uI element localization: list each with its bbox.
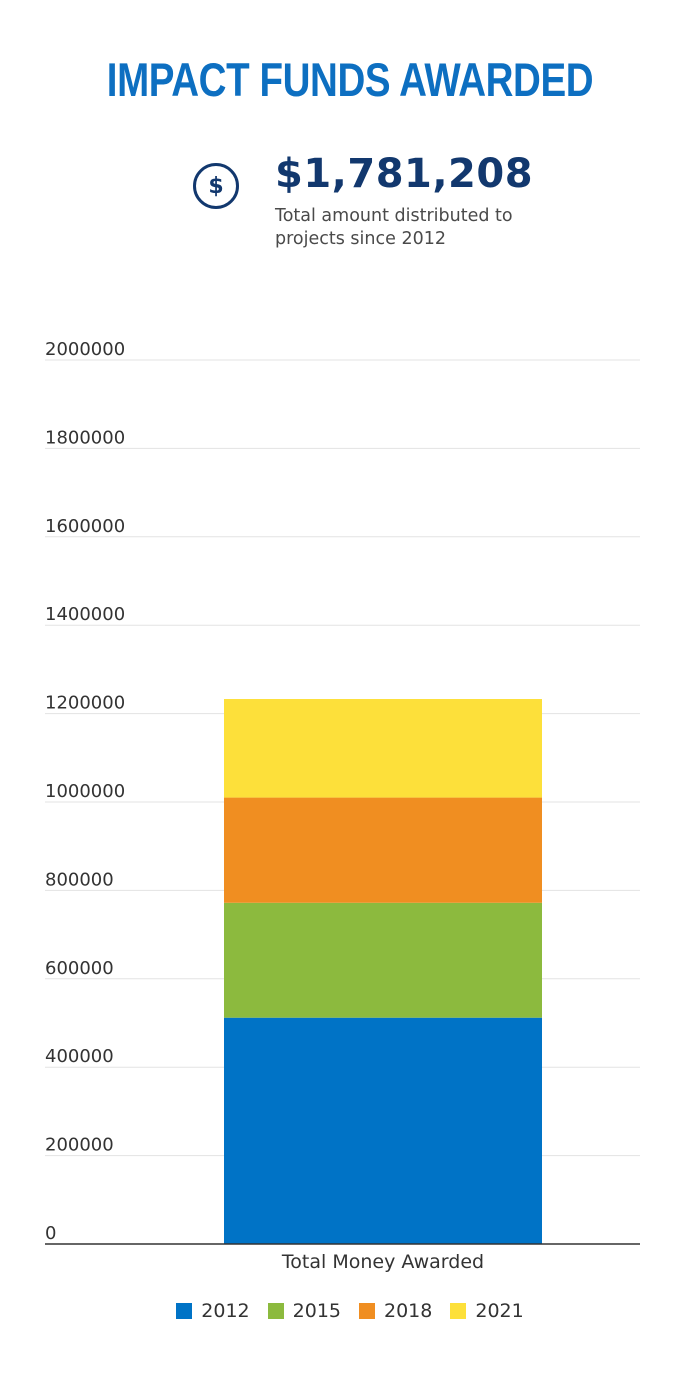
dollar-icon: $ <box>193 163 239 209</box>
y-tick-label: 200000 <box>45 1135 114 1156</box>
legend-swatch <box>267 1303 284 1319</box>
amount-summary: Total amount distributed to projects sin… <box>275 206 513 249</box>
legend-label: 2021 <box>475 1300 524 1322</box>
legend-item-2015: 2015 <box>267 1300 341 1322</box>
y-tick-label: 1200000 <box>45 693 125 714</box>
chart-legend: 2012 2015 2018 2021 <box>0 1300 700 1322</box>
bar-segment-2015 <box>224 902 542 1018</box>
y-tick-label: 400000 <box>45 1046 114 1067</box>
y-tick-label: 1600000 <box>45 516 125 537</box>
legend-item-2021: 2021 <box>450 1300 524 1322</box>
y-tick-label: 800000 <box>45 869 114 890</box>
dollar-glyph: $ <box>208 173 224 199</box>
page-title: IMPACT FUNDS AWARDED <box>106 53 594 106</box>
legend-label: 2018 <box>384 1300 433 1322</box>
legend-item-2018: 2018 <box>359 1300 432 1322</box>
legend-label: 2015 <box>292 1300 341 1322</box>
bar-segment-2012 <box>224 1017 542 1244</box>
y-tick-label: 1800000 <box>45 427 125 448</box>
x-category-label: Total Money Awarded <box>281 1251 484 1273</box>
y-tick-label: 1400000 <box>45 604 125 625</box>
legend-item-2012: 2012 <box>176 1300 250 1322</box>
bar-segment-2018 <box>224 797 542 903</box>
legend-swatch <box>176 1303 193 1319</box>
stacked-bar-chart: 0 200000 400000 600000 800000 1000000 1200000 1… <box>45 339 640 1273</box>
legend-swatch <box>450 1303 467 1319</box>
bar-segment-2021 <box>224 699 542 798</box>
y-tick-label: 600000 <box>45 958 114 979</box>
total-amount: $1,781,208 <box>275 151 534 197</box>
y-tick-label: 0 <box>45 1223 56 1244</box>
legend-swatch <box>359 1303 375 1319</box>
legend-label: 2012 <box>201 1300 250 1322</box>
y-tick-label: 1000000 <box>45 781 125 802</box>
y-tick-label: 2000000 <box>45 339 125 360</box>
